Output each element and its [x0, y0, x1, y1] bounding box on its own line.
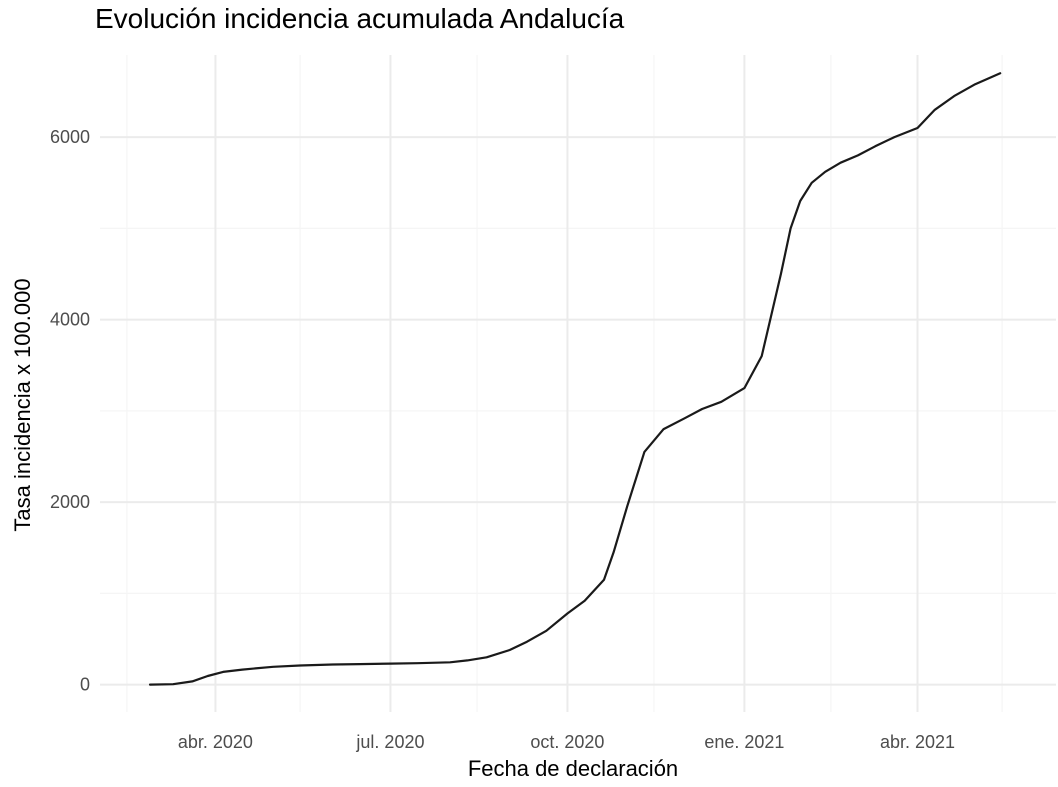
y-axis-tick-labels: 0 2000 4000 6000 — [50, 127, 90, 695]
y-tick-label: 6000 — [50, 127, 90, 147]
y-tick-label: 2000 — [50, 492, 90, 512]
x-axis-label: Fecha de declaración — [468, 756, 678, 781]
minor-gridlines — [100, 55, 1056, 712]
series-line — [148, 72, 1002, 686]
y-axis-label: Tasa incidencia x 100.000 — [10, 278, 35, 531]
x-tick-label: oct. 2020 — [530, 732, 604, 752]
x-tick-label: jul. 2020 — [355, 732, 424, 752]
series-layer — [148, 72, 1002, 686]
x-tick-label: abr. 2020 — [178, 732, 253, 752]
x-tick-label: abr. 2021 — [880, 732, 955, 752]
y-tick-label: 0 — [80, 675, 90, 695]
x-axis-tick-labels: abr. 2020 jul. 2020 oct. 2020 ene. 2021 abr.… — [178, 732, 955, 752]
x-tick-label: ene. 2021 — [704, 732, 784, 752]
major-gridlines — [100, 55, 1056, 712]
chart-title: Evolución incidencia acumulada Andalucía — [95, 3, 625, 34]
y-tick-label: 4000 — [50, 310, 90, 330]
